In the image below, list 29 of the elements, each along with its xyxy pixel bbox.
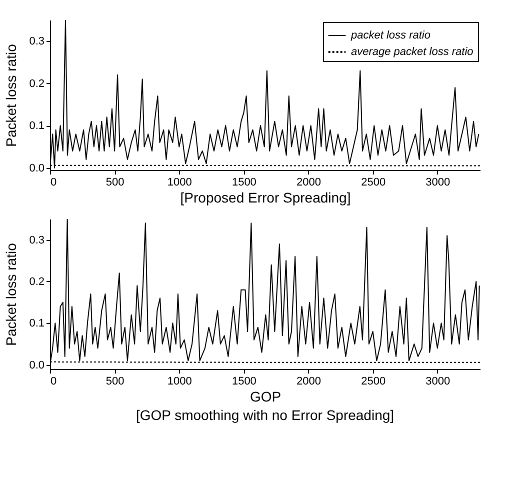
y-tick-label: 0.3 xyxy=(29,36,44,48)
y-tick-label: 0.2 xyxy=(29,276,44,288)
y-axis-title: Packet loss ratio xyxy=(3,44,20,147)
x-axis-title: [Proposed Error Spreading] xyxy=(180,190,351,206)
x-axis-title: GOP xyxy=(250,388,282,404)
x-tick-label: 0 xyxy=(50,176,57,188)
x-tick-label: 2000 xyxy=(296,376,321,388)
x-tick-label: 0 xyxy=(50,376,57,388)
y-tick-label: 0.3 xyxy=(29,234,44,246)
y-tick-label: 0.2 xyxy=(29,78,44,90)
x-tick-label: 1500 xyxy=(232,376,256,388)
x-tick-label: 2500 xyxy=(361,376,386,388)
x-tick-label: 2000 xyxy=(296,176,321,188)
x-tick-label: 3000 xyxy=(426,176,450,188)
legend-label: packet loss ratio xyxy=(350,30,430,42)
x-tick-label: 500 xyxy=(106,376,124,388)
x-tick-label: 1500 xyxy=(232,176,256,188)
x-tick-label: 1000 xyxy=(167,176,192,188)
x-tick-label: 500 xyxy=(106,176,124,188)
y-tick-label: 0.1 xyxy=(29,120,44,132)
text: [GOP smoothing with no Error Spreading] xyxy=(136,407,394,423)
x-tick-label: 2500 xyxy=(361,176,386,188)
y-tick-label: 0.0 xyxy=(29,359,44,372)
y-axis-title: Packet loss ratio xyxy=(3,242,20,346)
legend-label: average packet loss ratio xyxy=(351,46,474,58)
y-tick-label: 0.1 xyxy=(29,318,44,330)
x-tick-label: 1000 xyxy=(167,376,192,388)
x-tick-label: 3000 xyxy=(426,376,450,388)
y-tick-label: 0.0 xyxy=(29,162,44,174)
